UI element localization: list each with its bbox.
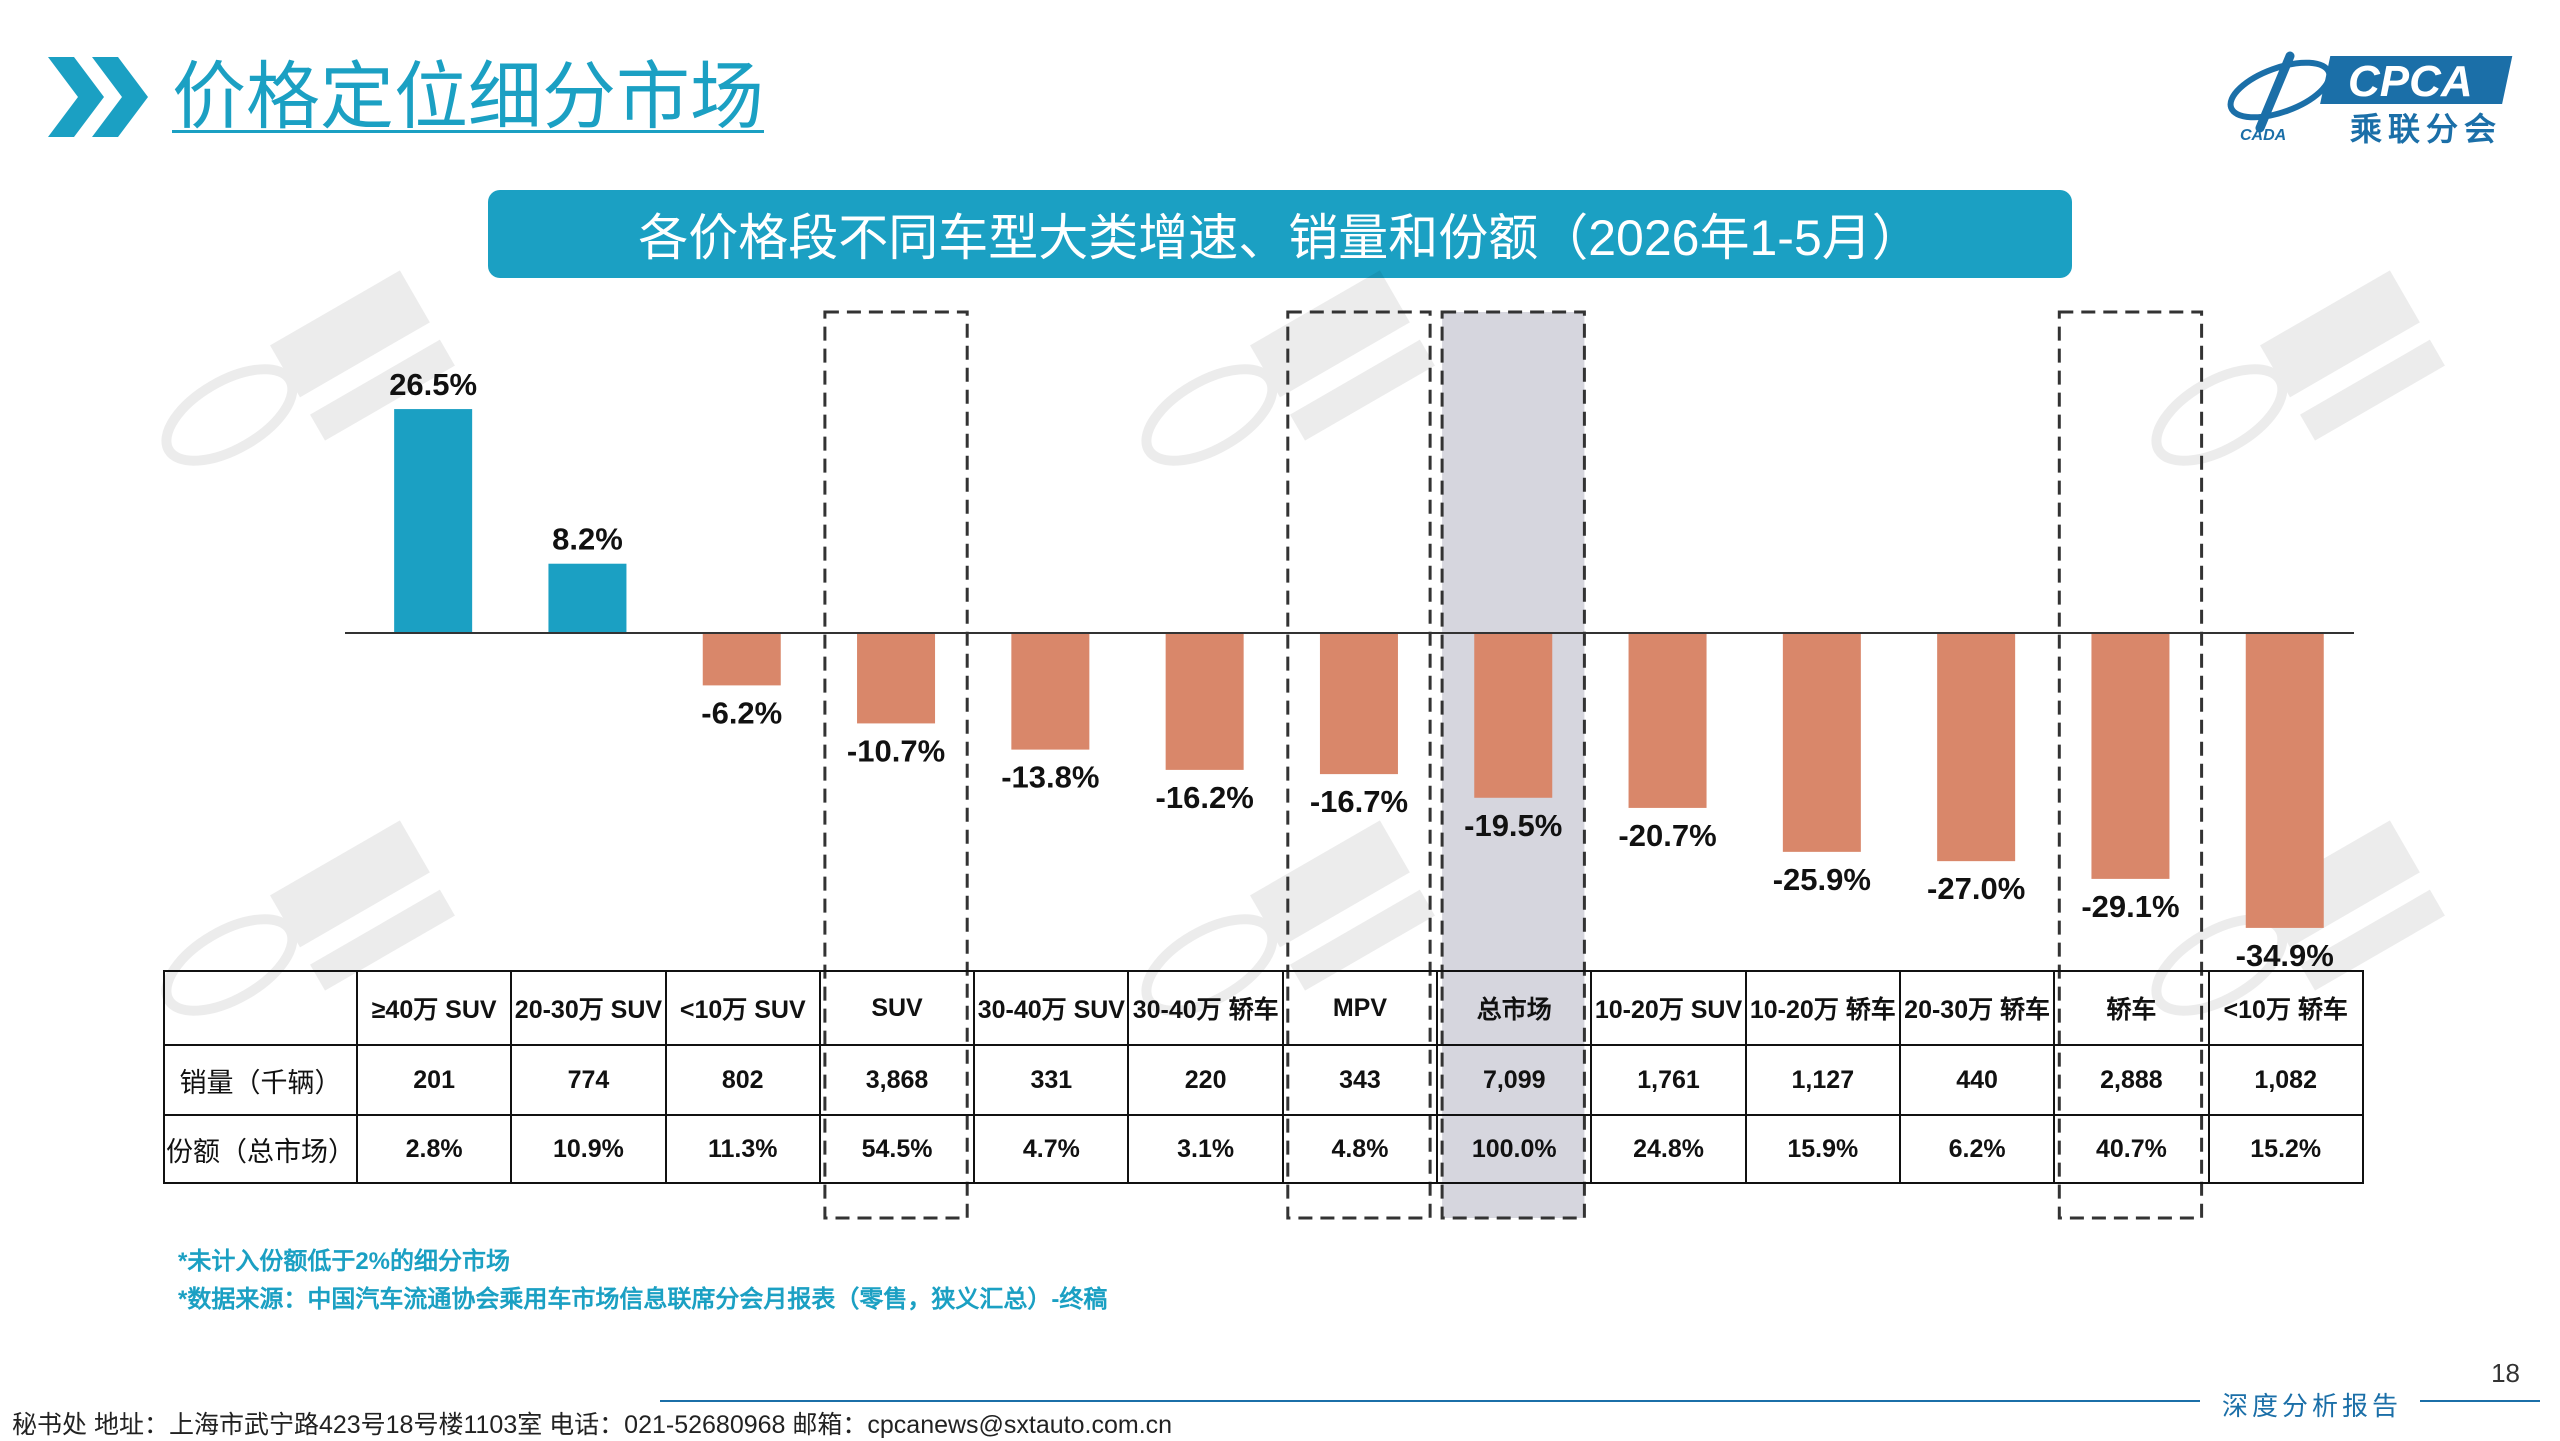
table-cell: 331 (973, 1044, 1130, 1116)
table-cell: 1,761 (1590, 1044, 1747, 1116)
table-row: 销量（千辆） 201 774 802 3,868 331 220 343 7,099 1,761 1… (163, 1044, 2364, 1116)
table-header-cell: 轿车 (2053, 970, 2210, 1046)
table-header-cell: ≥40万 SUV (355, 970, 513, 1046)
table-cell: 10.9% (510, 1114, 667, 1184)
table-cell: 201 (355, 1044, 513, 1116)
table-header-cell: MPV (1281, 970, 1439, 1046)
data-label: -13.8% (1001, 760, 1099, 795)
data-table: ≥40万 SUV 20-30万 SUV <10万 SUV SUV 30-40万 SUV 3… (163, 970, 2364, 1184)
cpca-logo: CADA CPCA 乘联分会 (2227, 51, 2513, 148)
table-cell: 3.1% (1127, 1114, 1284, 1184)
table-cell: 100.0% (1436, 1114, 1593, 1184)
table-cell: 1,127 (1744, 1044, 1901, 1116)
data-label: 26.5% (389, 367, 477, 402)
data-label: -20.7% (1618, 818, 1716, 853)
logo-en-text: CPCA (2348, 57, 2473, 106)
bar (1628, 633, 1707, 808)
table-cell: 802 (664, 1044, 821, 1116)
table-header-cell: 10-20万 轿车 (1744, 970, 1901, 1046)
table-cell: 440 (1898, 1044, 2056, 1116)
bar (1319, 633, 1398, 775)
table-cell: 4.7% (973, 1114, 1130, 1184)
table-row-label: 销量（千辆） (163, 1044, 358, 1116)
footnote: *未计入份额低于2%的细分市场 (178, 1248, 511, 1275)
table-corner-cell (163, 970, 358, 1046)
bar (1937, 633, 2016, 862)
bar (1474, 633, 1553, 798)
footnote: *数据来源：中国汽车流通协会乘用车市场信息联席分会月报表（零售，狭义汇总）-终稿 (178, 1286, 1108, 1313)
footer-divider (2420, 1400, 2540, 1402)
table-row: 份额（总市场） 2.8% 10.9% 11.3% 54.5% 4.7% 3.1% 4.8% 10… (163, 1114, 2364, 1184)
page-title: 价格定位细分市场 (172, 55, 764, 138)
highlight-box-dashed (2057, 310, 2204, 1220)
table-header-cell: 10-20万 SUV (1590, 970, 1747, 1046)
double-chevron-icon (48, 57, 148, 137)
table-header-cell: 30-40万 轿车 (1127, 970, 1284, 1046)
data-label: -29.1% (2081, 889, 2179, 924)
footer-contact: 秘书处 地址：上海市武宁路423号18号楼1103室 电话：021-526809… (12, 1411, 1173, 1439)
bar (394, 409, 473, 633)
logo-cn-text: 乘联分会 (2350, 110, 2502, 148)
table-cell: 220 (1127, 1044, 1284, 1116)
table-cell: 15.9% (1744, 1114, 1901, 1184)
bar (548, 563, 627, 633)
data-label: -19.5% (1464, 808, 1562, 843)
table-header-row: ≥40万 SUV 20-30万 SUV <10万 SUV SUV 30-40万 SUV 3… (163, 970, 2364, 1046)
table-row-label: 份额（总市场） (163, 1114, 358, 1184)
page-header: 价格定位细分市场 (48, 52, 764, 142)
data-label: -10.7% (847, 733, 945, 768)
data-label: -16.7% (1310, 784, 1408, 819)
table-cell: 343 (1281, 1044, 1439, 1116)
table-cell: 6.2% (1898, 1114, 2056, 1184)
table-cell: 54.5% (818, 1114, 976, 1184)
bar (702, 633, 781, 686)
footer-tag: 深度分析报告 (2222, 1392, 2403, 1422)
table-header-cell: <10万 SUV (664, 970, 821, 1046)
footnotes: *未计入份额低于2%的细分市场 *数据来源：中国汽车流通协会乘用车市场信息联席分… (178, 1243, 1107, 1319)
logo-sub-text: CADA (2240, 127, 2286, 144)
bar (857, 633, 936, 724)
table-cell: 2.8% (355, 1114, 513, 1184)
data-label: -25.9% (1773, 862, 1871, 897)
bar (1782, 633, 1861, 852)
table-header-cell: 30-40万 SUV (973, 970, 1130, 1046)
table-cell: 11.3% (664, 1114, 821, 1184)
bar (1011, 633, 1090, 750)
highlight-box-dashed (823, 310, 969, 1220)
data-label: -6.2% (701, 695, 782, 730)
bar (1165, 633, 1244, 770)
data-label: -16.2% (1156, 780, 1254, 815)
table-cell: 7,099 (1436, 1044, 1593, 1116)
table-cell: 774 (510, 1044, 667, 1116)
chart-title-banner: 各价格段不同车型大类增速、销量和份额（2026年1-5月） (488, 190, 2072, 278)
table-cell: 40.7% (2053, 1114, 2210, 1184)
bar (2091, 633, 2170, 879)
highlight-box-dashed (1286, 310, 1432, 1220)
data-label: 8.2% (552, 522, 623, 557)
table-header-cell: 总市场 (1436, 970, 1593, 1046)
table-header-cell: SUV (818, 970, 976, 1046)
table-cell: 24.8% (1590, 1114, 1747, 1184)
table-cell: 3,868 (818, 1044, 976, 1116)
table-header-cell: <10万 轿车 (2207, 970, 2364, 1046)
table-cell: 2,888 (2053, 1044, 2210, 1116)
table-header-cell: 20-30万 轿车 (1898, 970, 2056, 1046)
table-header-cell: 20-30万 SUV (510, 970, 667, 1046)
table-cell: 15.2% (2207, 1114, 2364, 1184)
data-label: -34.9% (2236, 938, 2334, 973)
data-label: -27.0% (1927, 871, 2025, 906)
table-cell: 1,082 (2207, 1044, 2364, 1116)
table-cell: 4.8% (1281, 1114, 1439, 1184)
bar (2245, 633, 2324, 928)
footer-divider (660, 1400, 2200, 1402)
page-number: 18 (2491, 1358, 2520, 1388)
